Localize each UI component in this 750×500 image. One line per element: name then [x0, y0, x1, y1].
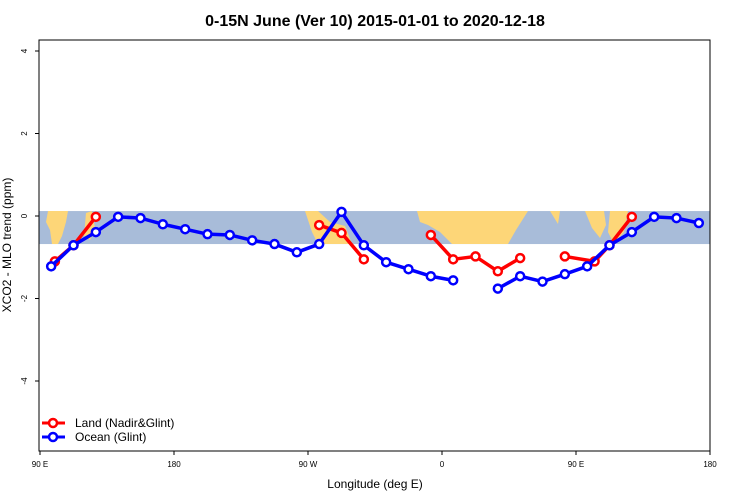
data-point [537, 276, 548, 287]
legend-label-land: Land (Nadir&Glint) [75, 416, 174, 430]
data-point [447, 254, 459, 265]
x-axis: 90 E 180 90 W 0 90 E 180 [32, 451, 717, 469]
data-point [336, 206, 347, 218]
data-point [157, 219, 169, 230]
data-point [626, 226, 638, 238]
data-point [581, 261, 593, 272]
data-point [112, 211, 124, 223]
y-tick-label: 2 [20, 131, 29, 136]
data-point [470, 251, 481, 262]
data-point [403, 263, 414, 275]
legend-label-ocean: Ocean (Glint) [75, 430, 146, 444]
data-point [68, 240, 79, 251]
data-point [358, 240, 370, 251]
data-point [425, 229, 437, 241]
y-tick-label: -4 [20, 377, 29, 385]
legend-item-ocean: Ocean (Glint) [42, 430, 146, 444]
data-point [604, 240, 615, 251]
data-point [358, 254, 370, 265]
y-tick-label: 4 [20, 48, 29, 53]
land-patch [417, 211, 528, 244]
land-patch [46, 211, 68, 244]
data-point [336, 227, 347, 239]
data-point [179, 223, 191, 235]
data-point [291, 247, 303, 258]
data-point [447, 275, 459, 286]
y-axis: 4 2 0 -2 -4 [20, 48, 39, 385]
y-tick-label: -2 [20, 294, 29, 302]
land-patch [585, 211, 606, 238]
chart-title: 0-15N June (Ver 10) 2015-01-01 to 2020-1… [205, 13, 545, 30]
data-point [313, 238, 325, 250]
y-axis-label: XCO2 - MLO trend (ppm) [0, 178, 14, 313]
land-patch [608, 211, 628, 244]
data-point [671, 212, 682, 224]
data-point [514, 270, 526, 282]
data-point [626, 211, 638, 223]
data-point [380, 256, 392, 268]
x-tick-label: 0 [440, 460, 445, 469]
legend-item-land: Land (Nadir&Glint) [42, 416, 174, 430]
plot-frame [38, 39, 711, 452]
x-tick-label: 90 E [568, 460, 584, 469]
data-point [269, 238, 280, 250]
x-tick-label: 180 [167, 460, 181, 469]
data-point [492, 283, 504, 294]
series-ocean [45, 206, 705, 294]
series-layer [45, 206, 705, 294]
data-point [648, 211, 660, 223]
x-tick-label: 90 E [32, 460, 48, 469]
x-tick-label: 90 W [299, 460, 318, 469]
data-point [559, 251, 571, 262]
x-tick-label: 180 [703, 460, 717, 469]
data-point [492, 266, 504, 277]
data-point [224, 229, 236, 241]
data-point [135, 212, 146, 224]
data-point [90, 211, 102, 223]
x-axis-label: Longitude (deg E) [327, 477, 422, 491]
data-point [514, 252, 526, 264]
data-point [90, 226, 102, 238]
data-point [202, 228, 213, 240]
data-point [425, 270, 437, 282]
land-patch [550, 211, 560, 224]
data-point [559, 268, 571, 280]
series-line [496, 215, 700, 291]
legend: Land (Nadir&Glint) Ocean (Glint) [42, 416, 174, 444]
data-point [693, 217, 705, 229]
data-point [45, 261, 57, 272]
y-tick-label: 0 [20, 213, 29, 218]
data-point [313, 219, 325, 231]
data-point [246, 235, 258, 246]
